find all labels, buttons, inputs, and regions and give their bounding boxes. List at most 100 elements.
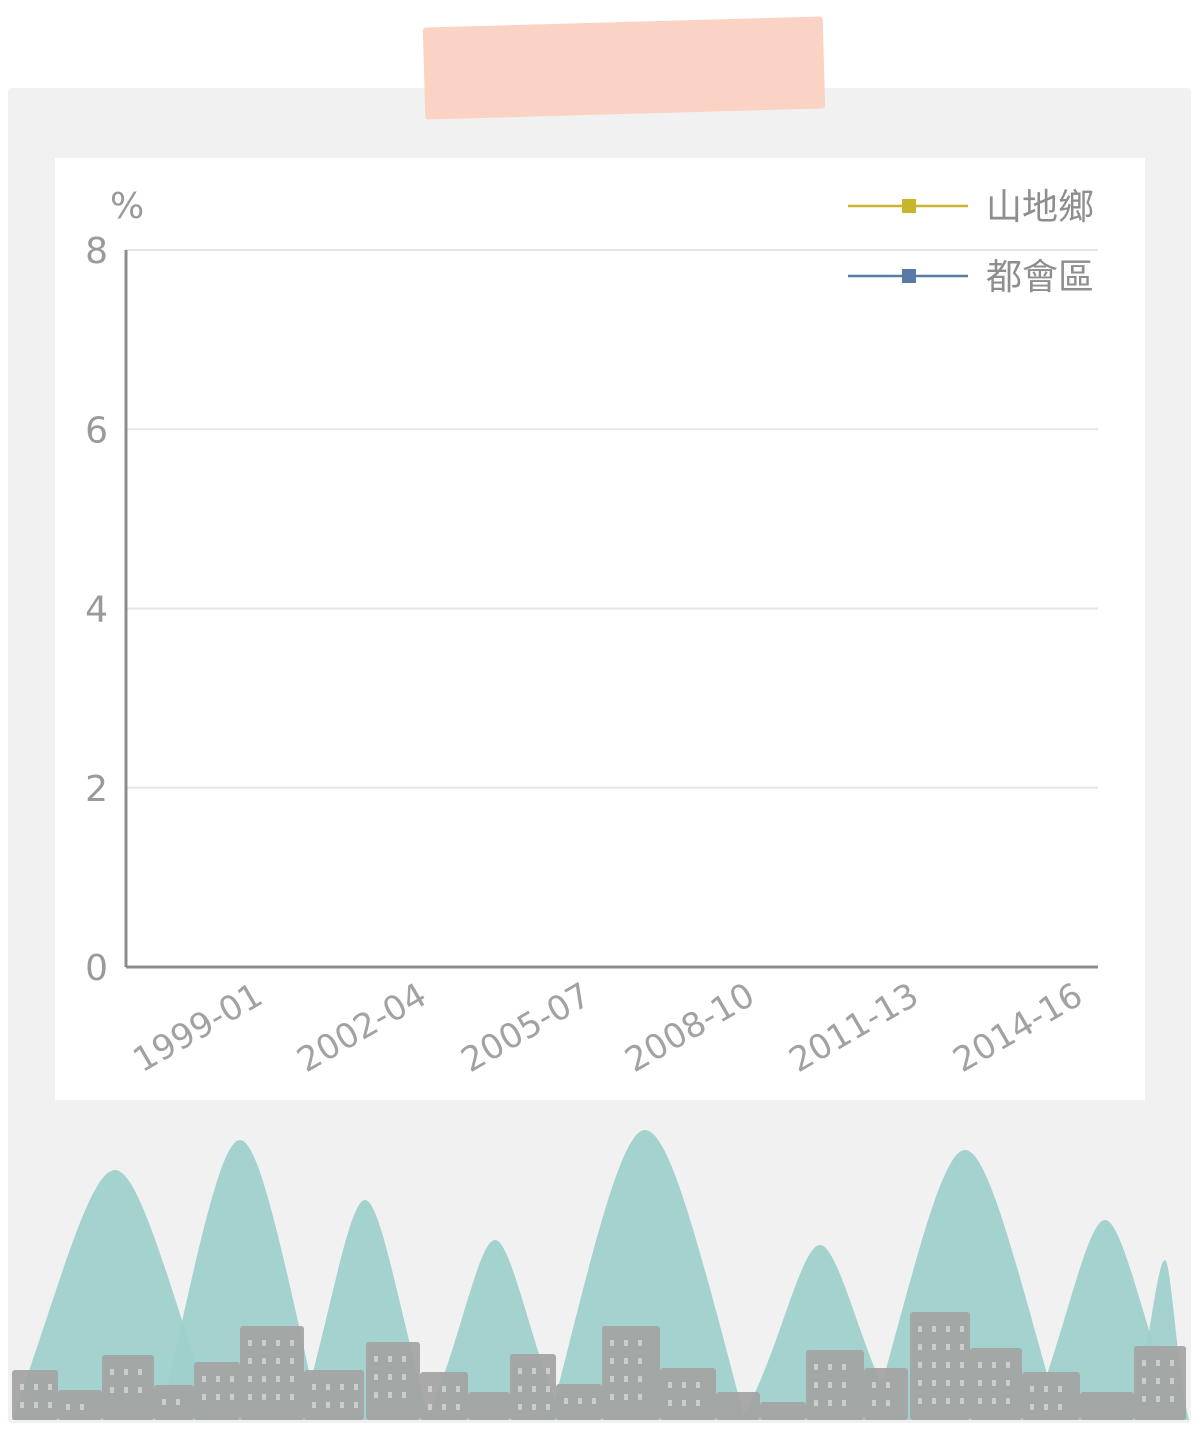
grid-lines: [126, 249, 1098, 789]
building-window: [886, 1382, 890, 1388]
x-tick-label: 1999-01: [126, 975, 269, 1081]
building: [468, 1392, 510, 1420]
building-window: [138, 1369, 142, 1375]
building-window: [248, 1358, 252, 1364]
building-window: [682, 1382, 686, 1388]
building-window: [682, 1400, 686, 1406]
building-window: [696, 1382, 700, 1388]
building: [420, 1372, 468, 1420]
y-tick-labels: 0 2 4 6 8: [85, 231, 108, 989]
building-window: [918, 1362, 922, 1368]
building-window: [138, 1387, 142, 1393]
building-window: [814, 1364, 818, 1370]
building-window: [388, 1356, 392, 1362]
y-tick-label: 2: [85, 769, 108, 810]
legend-label: 山地鄉: [986, 187, 1094, 228]
x-tick-label: 2008-10: [618, 975, 761, 1081]
building-window: [1156, 1360, 1160, 1366]
building: [12, 1370, 58, 1420]
building-window: [610, 1340, 614, 1346]
building-window: [428, 1404, 432, 1410]
building-window: [202, 1376, 206, 1382]
building-window: [978, 1398, 982, 1404]
building-window: [918, 1398, 922, 1404]
building-window: [374, 1356, 378, 1362]
building: [864, 1368, 908, 1420]
building-window: [326, 1384, 330, 1390]
building-window: [290, 1340, 294, 1346]
building-window: [814, 1400, 818, 1406]
building-window: [610, 1394, 614, 1400]
building-window: [1044, 1404, 1048, 1410]
building-window: [354, 1402, 358, 1408]
building-window: [978, 1362, 982, 1368]
legend-swatch-marker: [902, 269, 916, 283]
building-window: [932, 1344, 936, 1350]
building-window: [842, 1382, 846, 1388]
building-window: [276, 1358, 280, 1364]
building-window: [1006, 1380, 1010, 1386]
building: [366, 1342, 420, 1420]
building-window: [932, 1398, 936, 1404]
building-window: [610, 1358, 614, 1364]
building-window: [610, 1376, 614, 1382]
building-window: [872, 1400, 876, 1406]
building-window: [918, 1380, 922, 1386]
building-window: [960, 1344, 964, 1350]
building-window: [402, 1374, 406, 1380]
building-window: [276, 1394, 280, 1400]
building-window: [624, 1394, 628, 1400]
building-window: [262, 1376, 266, 1382]
building-window: [946, 1344, 950, 1350]
building-window: [34, 1384, 38, 1390]
x-tick-labels: 1999-01 2002-04 2005-07 2008-10 2011-13 2014-…: [126, 975, 1089, 1081]
building-window: [960, 1398, 964, 1404]
building-window: [1170, 1378, 1174, 1384]
building-window: [960, 1362, 964, 1368]
building-window: [828, 1382, 832, 1388]
building-window: [668, 1400, 672, 1406]
building-window: [1006, 1362, 1010, 1368]
building-window: [216, 1394, 220, 1400]
building-window: [992, 1362, 996, 1368]
building-window: [262, 1358, 266, 1364]
building-window: [276, 1376, 280, 1382]
building-window: [518, 1368, 522, 1374]
building-window: [354, 1384, 358, 1390]
building-window: [1030, 1386, 1034, 1392]
building-window: [992, 1398, 996, 1404]
building-window: [592, 1398, 596, 1404]
building-window: [624, 1340, 628, 1346]
building-window: [1142, 1360, 1146, 1366]
building-window: [1156, 1378, 1160, 1384]
building-window: [532, 1404, 536, 1410]
building: [1080, 1392, 1134, 1420]
building-window: [312, 1402, 316, 1408]
building: [1022, 1372, 1080, 1420]
building-window: [66, 1404, 70, 1410]
building-window: [20, 1384, 24, 1390]
building-window: [814, 1382, 818, 1388]
building: [194, 1362, 240, 1420]
building-window: [918, 1326, 922, 1332]
building-window: [842, 1364, 846, 1370]
building-window: [374, 1374, 378, 1380]
y-axis-unit: %: [110, 186, 144, 227]
building-window: [564, 1398, 568, 1404]
building-window: [932, 1362, 936, 1368]
building-window: [248, 1340, 252, 1346]
y-tick-label: 0: [85, 948, 108, 989]
building-window: [960, 1380, 964, 1386]
building-window: [518, 1404, 522, 1410]
building-window: [518, 1386, 522, 1392]
building: [716, 1392, 760, 1420]
building-window: [1058, 1386, 1062, 1392]
chart-card: [55, 158, 1145, 1100]
building-window: [456, 1404, 460, 1410]
landscape-decoration: [12, 1130, 1189, 1420]
legend-swatch-marker: [902, 199, 916, 213]
building-window: [532, 1386, 536, 1392]
building-window: [124, 1369, 128, 1375]
building-window: [340, 1384, 344, 1390]
